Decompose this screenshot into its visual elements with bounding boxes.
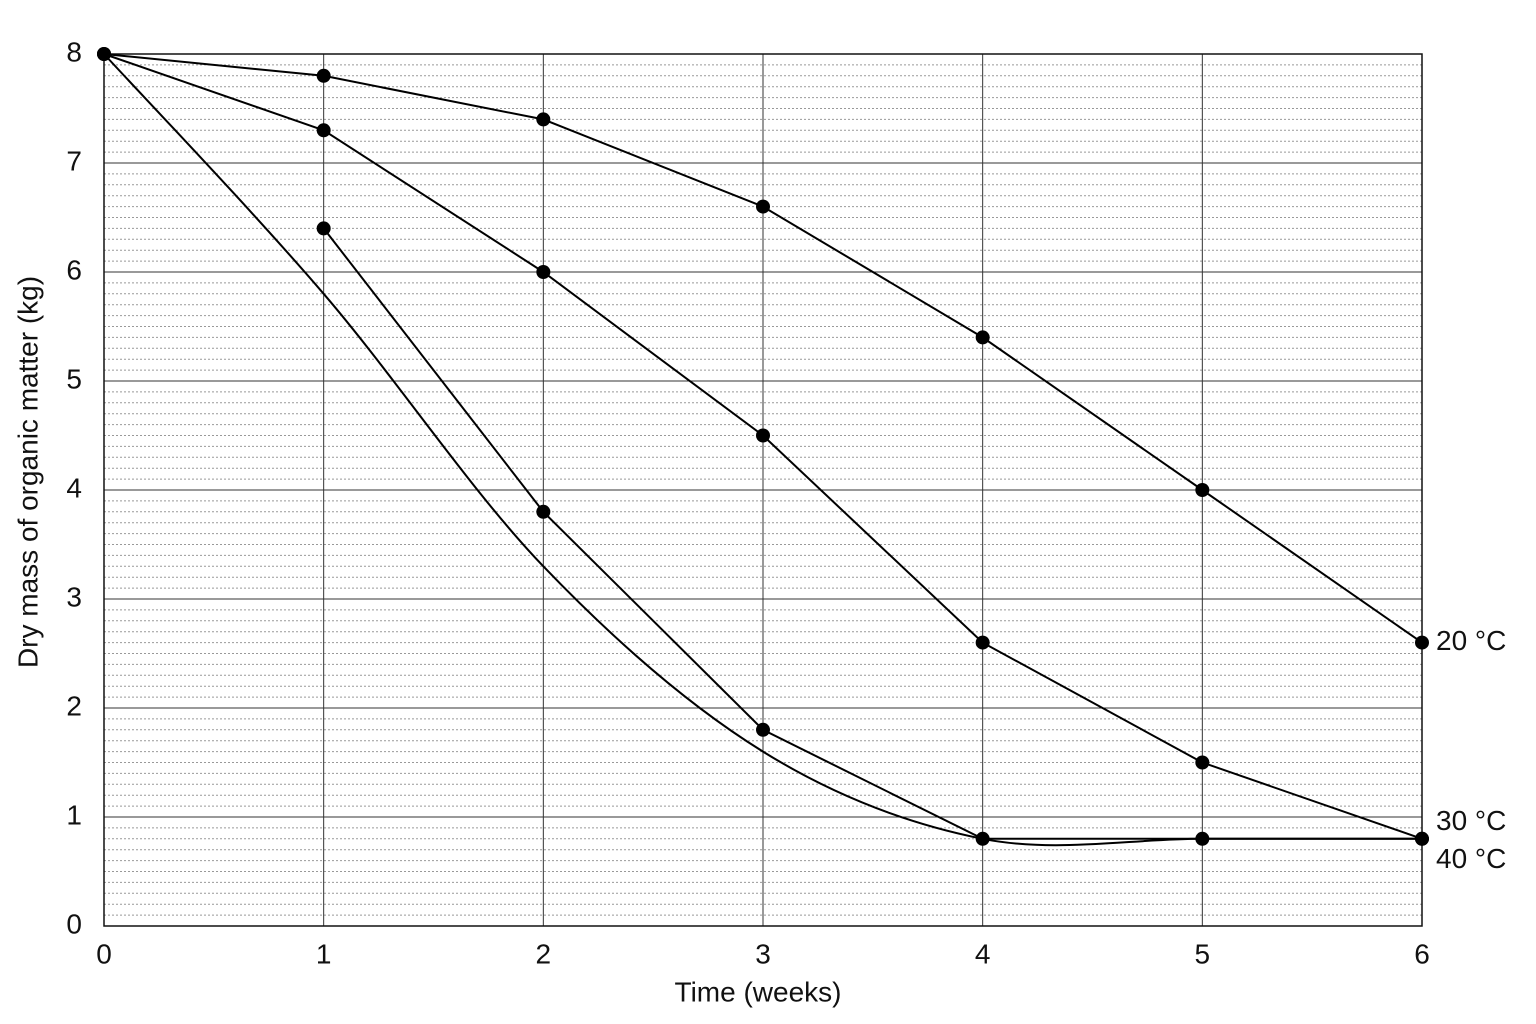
y-tick-label: 5 [66, 363, 82, 394]
data-point [316, 123, 331, 138]
data-point [1415, 635, 1429, 650]
x-axis-label: Time (weeks) [675, 976, 842, 1007]
x-tick-label: 5 [1195, 938, 1211, 969]
y-tick-label: 0 [66, 908, 82, 939]
data-point [756, 722, 770, 737]
x-tick-label: 2 [536, 938, 552, 969]
data-point [1195, 483, 1210, 497]
data-point [1195, 755, 1210, 770]
x-tick-label: 3 [755, 938, 771, 969]
x-tick-label: 6 [1414, 938, 1430, 969]
series-label: 20 °C [1436, 625, 1506, 656]
data-point [316, 221, 331, 236]
data-point [536, 112, 551, 127]
series-line [103, 53, 1422, 847]
series-label: 40 °C [1436, 843, 1506, 874]
y-tick-label: 3 [66, 581, 82, 612]
y-tick-label: 2 [66, 690, 82, 721]
data-point [975, 635, 990, 650]
data-point [975, 330, 990, 345]
data-point [316, 68, 331, 83]
data-point [536, 265, 551, 279]
y-tick-label: 8 [66, 36, 82, 67]
data-point [536, 504, 551, 519]
series-label: 30 °C [1436, 805, 1506, 836]
y-tick-label: 1 [66, 799, 82, 830]
y-tick-label: 6 [66, 254, 82, 285]
x-tick-label: 1 [316, 938, 332, 969]
y-axis-label: Dry mass of organic matter (kg) [12, 276, 43, 668]
x-tick-label: 4 [975, 938, 991, 969]
y-tick-label: 4 [66, 472, 82, 503]
data-point [756, 428, 770, 443]
plot-frame [103, 53, 1423, 927]
x-tick-label: 0 [96, 938, 112, 969]
data-point [756, 199, 770, 214]
y-tick-label: 7 [66, 145, 82, 176]
